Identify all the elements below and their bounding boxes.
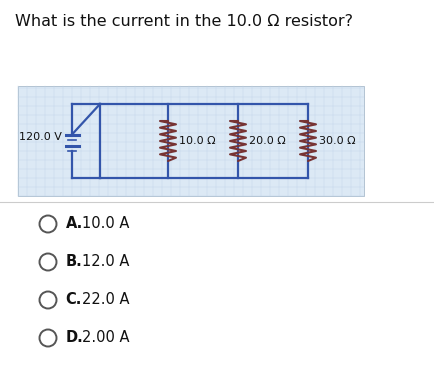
Text: 2.00 A: 2.00 A bbox=[82, 331, 130, 346]
Text: 12.0 A: 12.0 A bbox=[82, 255, 130, 270]
Text: 10.0 A: 10.0 A bbox=[82, 217, 130, 232]
Text: What is the current in the 10.0 Ω resistor?: What is the current in the 10.0 Ω resist… bbox=[15, 14, 353, 29]
Text: 120.0 V: 120.0 V bbox=[19, 132, 62, 142]
Text: 30.0 Ω: 30.0 Ω bbox=[319, 136, 355, 146]
Bar bbox=[18, 86, 364, 196]
Text: 22.0 A: 22.0 A bbox=[82, 293, 130, 308]
Text: 10.0 Ω: 10.0 Ω bbox=[179, 136, 216, 146]
Text: B.: B. bbox=[66, 255, 82, 270]
Text: 20.0 Ω: 20.0 Ω bbox=[249, 136, 286, 146]
Text: C.: C. bbox=[66, 293, 82, 308]
Text: D.: D. bbox=[66, 331, 83, 346]
Text: A.: A. bbox=[66, 217, 83, 232]
